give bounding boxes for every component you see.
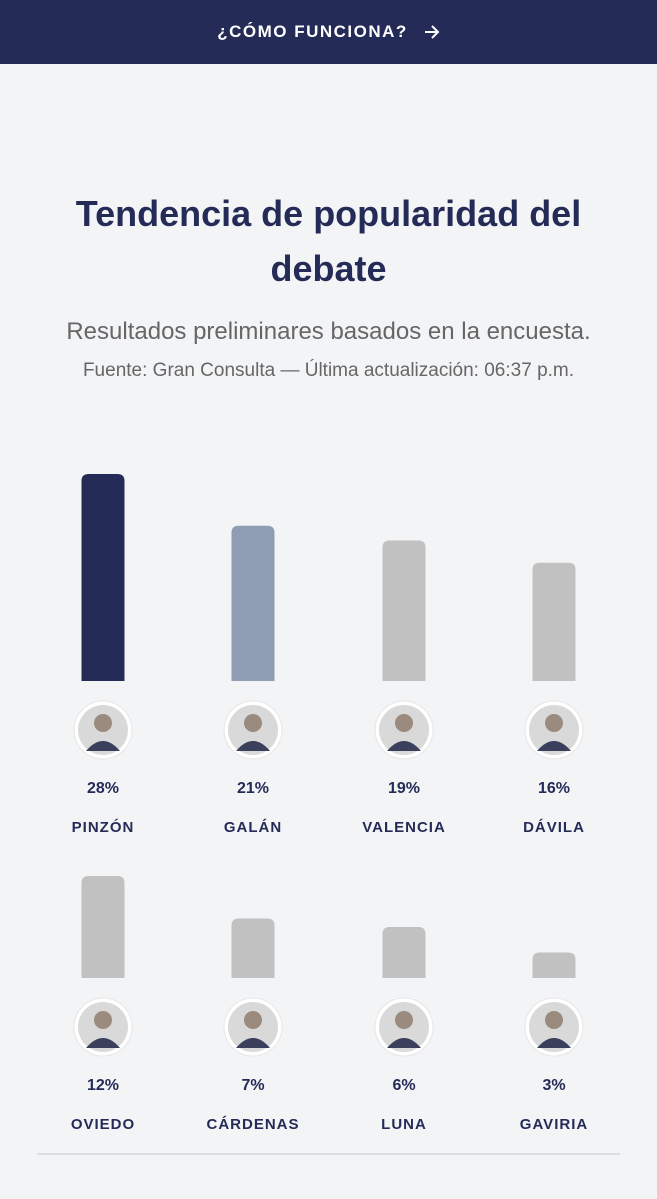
category-label: GALÁN — [224, 819, 282, 836]
value-label: 21% — [237, 780, 269, 797]
avatar-head — [94, 1011, 112, 1029]
avatar-body — [387, 741, 421, 751]
category-label: GAVIRIA — [520, 1116, 588, 1133]
value-label: 3% — [542, 1077, 565, 1094]
subtitle: Resultados preliminares basados en la en… — [66, 318, 591, 345]
bar — [382, 927, 426, 978]
avatar-body — [86, 1038, 120, 1048]
value-label: 7% — [241, 1077, 264, 1094]
category-label: LUNA — [381, 1116, 427, 1133]
source: Fuente: Gran Consulta — Última actualiza… — [82, 360, 575, 381]
bar — [231, 918, 275, 978]
value-label: 12% — [87, 1077, 119, 1094]
avatar-head — [545, 1011, 563, 1029]
value-label: 28% — [87, 780, 119, 797]
avatar-body — [387, 1038, 421, 1048]
avatar-head — [395, 1011, 413, 1029]
avatar-head — [395, 714, 413, 732]
header-link-text[interactable]: ¿CÓMO FUNCIONA? — [217, 22, 408, 41]
bar — [81, 474, 125, 681]
avatar-head — [244, 714, 262, 732]
avatar-head — [94, 714, 112, 732]
title: Tendencia de popularidad del debate — [75, 193, 582, 289]
arrow-icon — [424, 25, 440, 39]
bar — [532, 562, 576, 681]
bar — [532, 952, 576, 978]
avatar-body — [236, 1038, 270, 1048]
category-label: CÁRDENAS — [206, 1116, 299, 1133]
avatar-body — [86, 741, 120, 751]
value-label: 19% — [388, 780, 420, 797]
category-label: OVIEDO — [71, 1116, 135, 1133]
avatar-body — [236, 741, 270, 751]
avatar-head — [244, 1011, 262, 1029]
value-label: 16% — [538, 780, 570, 797]
category-label: DÁVILA — [523, 819, 585, 836]
avatar-head — [545, 714, 563, 732]
value-label: 6% — [392, 1077, 415, 1094]
category-label: VALENCIA — [362, 819, 446, 836]
bar — [81, 876, 125, 978]
bar — [231, 525, 275, 681]
avatar-body — [537, 741, 571, 751]
header-link[interactable]: ¿CÓMO FUNCIONA? — [0, 0, 657, 64]
avatar-body — [537, 1038, 571, 1048]
bar — [382, 540, 426, 681]
category-label: PINZÓN — [72, 818, 135, 836]
